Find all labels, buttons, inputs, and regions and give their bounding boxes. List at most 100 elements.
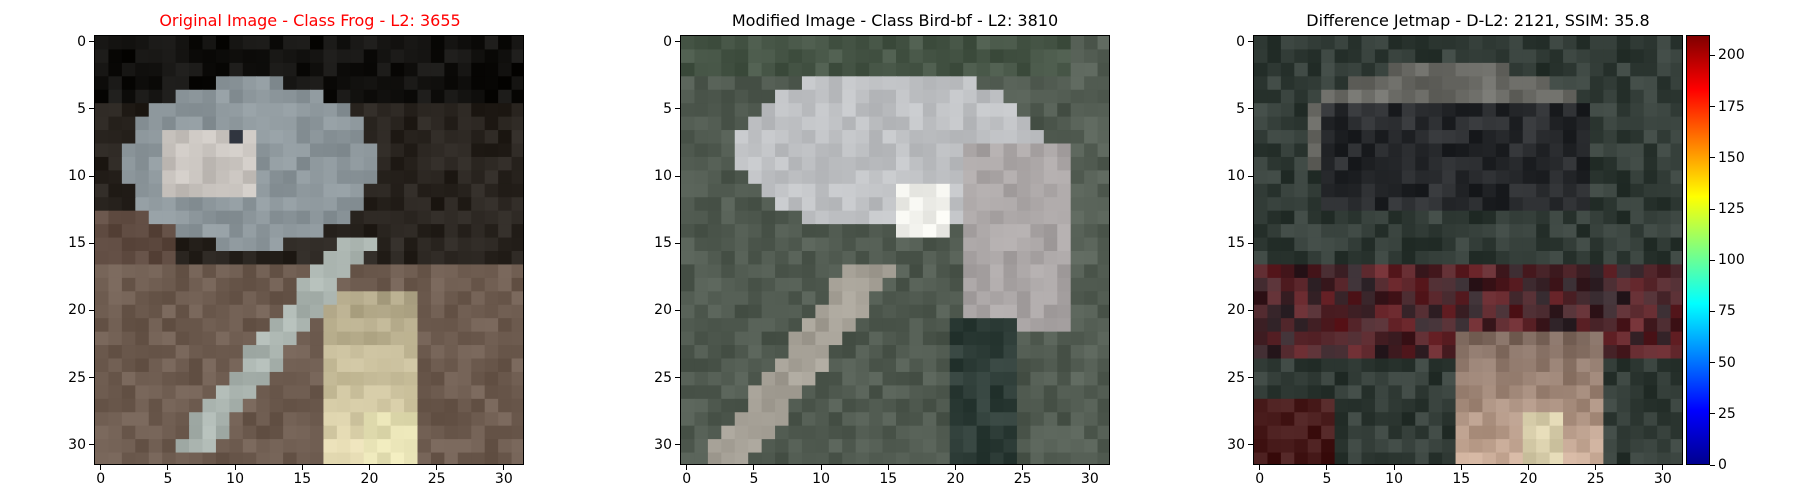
pixel-cell (1630, 291, 1645, 306)
pixel-cell (377, 345, 392, 360)
pixel-cell (242, 439, 257, 454)
pixel-cell (1482, 277, 1497, 292)
pixel-cell (1254, 439, 1269, 454)
pixel-cell (748, 130, 763, 145)
pixel-cell (175, 197, 190, 212)
pixel-cell (721, 277, 736, 292)
pixel-cell (417, 170, 432, 185)
pixel-cell (922, 425, 937, 440)
pixel-cell (1603, 170, 1618, 185)
pixel-cell (1388, 76, 1403, 91)
pixel-cell (1388, 89, 1403, 104)
pixel-cell (869, 76, 884, 91)
pixel-cell (1267, 358, 1282, 373)
pixel-cell (1428, 277, 1443, 292)
pixel-cell (1442, 143, 1457, 158)
pixel-cell (1415, 425, 1430, 440)
pixel-cell (1603, 62, 1618, 77)
pixel-cell (1415, 156, 1430, 171)
pixel-cell (457, 452, 472, 464)
pixel-cell (377, 36, 392, 51)
pixel-cell (1280, 183, 1295, 198)
pixel-cell (310, 170, 325, 185)
pixel-cell (256, 385, 271, 400)
pixel-cell (882, 103, 897, 118)
pixel-cell (1495, 371, 1510, 386)
pixel-cell (882, 412, 897, 427)
pixel-cell (1415, 318, 1430, 333)
pixel-cell (283, 425, 298, 440)
pixel-cell (95, 130, 110, 145)
pixel-cell (1415, 277, 1430, 292)
pixel-cell (1280, 210, 1295, 225)
pixel-cell (707, 331, 722, 346)
pixel-cell (855, 76, 870, 91)
pixel-cell (296, 49, 311, 64)
pixel-cell (1455, 345, 1470, 360)
pixel-cell (310, 425, 325, 440)
pixel-cell (1415, 251, 1430, 266)
pixel-cell (1254, 36, 1269, 51)
pixel-cell (882, 210, 897, 225)
pixel-cell (1603, 398, 1618, 413)
pixel-cell (215, 318, 230, 333)
pixel-cell (1536, 277, 1551, 292)
pixel-cell (694, 116, 709, 131)
pixel-cell (498, 412, 513, 427)
pixel-cell (296, 304, 311, 319)
pixel-cell (1670, 62, 1682, 77)
pixel-cell (511, 277, 523, 292)
pixel-cell (1016, 304, 1031, 319)
pixel-cell (1603, 385, 1618, 400)
pixel-cell (430, 425, 445, 440)
pixel-cell (1455, 412, 1470, 427)
pixel-cell (1374, 277, 1389, 292)
pixel-cell (1428, 76, 1443, 91)
pixel-cell (215, 143, 230, 158)
pixel-cell (1307, 425, 1322, 440)
pixel-cell (842, 331, 857, 346)
pixel-cell (1536, 291, 1551, 306)
pixel-cell (775, 237, 790, 252)
pixel-cell (788, 318, 803, 333)
pixel-cell (1348, 304, 1363, 319)
pixel-cell (694, 237, 709, 252)
pixel-cell (1522, 156, 1537, 171)
pixel-cell (815, 439, 830, 454)
pixel-cell (694, 251, 709, 266)
pixel-cell (869, 251, 884, 266)
pixel-cell (256, 412, 271, 427)
pixel-cell (444, 116, 459, 131)
pixel-cell (1469, 143, 1484, 158)
pixel-cell (242, 318, 257, 333)
pixel-cell (855, 130, 870, 145)
pixel-cell (761, 76, 776, 91)
pixel-cell (444, 331, 459, 346)
pixel-cell (1084, 76, 1099, 91)
pixel-cell (815, 116, 830, 131)
pixel-cell (909, 425, 924, 440)
pixel-cell (229, 130, 244, 145)
pixel-cell (1630, 371, 1645, 386)
pixel-cell (296, 412, 311, 427)
pixel-cell (721, 398, 736, 413)
pixel-cell (283, 36, 298, 51)
pixel-cell (336, 156, 351, 171)
pixel-cell (896, 251, 911, 266)
pixel-cell (1334, 89, 1349, 104)
pixel-cell (148, 49, 163, 64)
pixel-cell (1361, 36, 1376, 51)
pixel-cell (1442, 452, 1457, 464)
pixel-cell (1630, 103, 1645, 118)
pixel-cell (430, 62, 445, 77)
pixel-cell (1482, 76, 1497, 91)
pixel-cell (1536, 170, 1551, 185)
pixel-cell (1630, 116, 1645, 131)
pixel-cell (1084, 304, 1099, 319)
pixel-cell (336, 116, 351, 131)
pixel-cell (1334, 49, 1349, 64)
pixel-cell (1522, 291, 1537, 306)
pixel-cell (882, 304, 897, 319)
pixel-cell (707, 264, 722, 279)
